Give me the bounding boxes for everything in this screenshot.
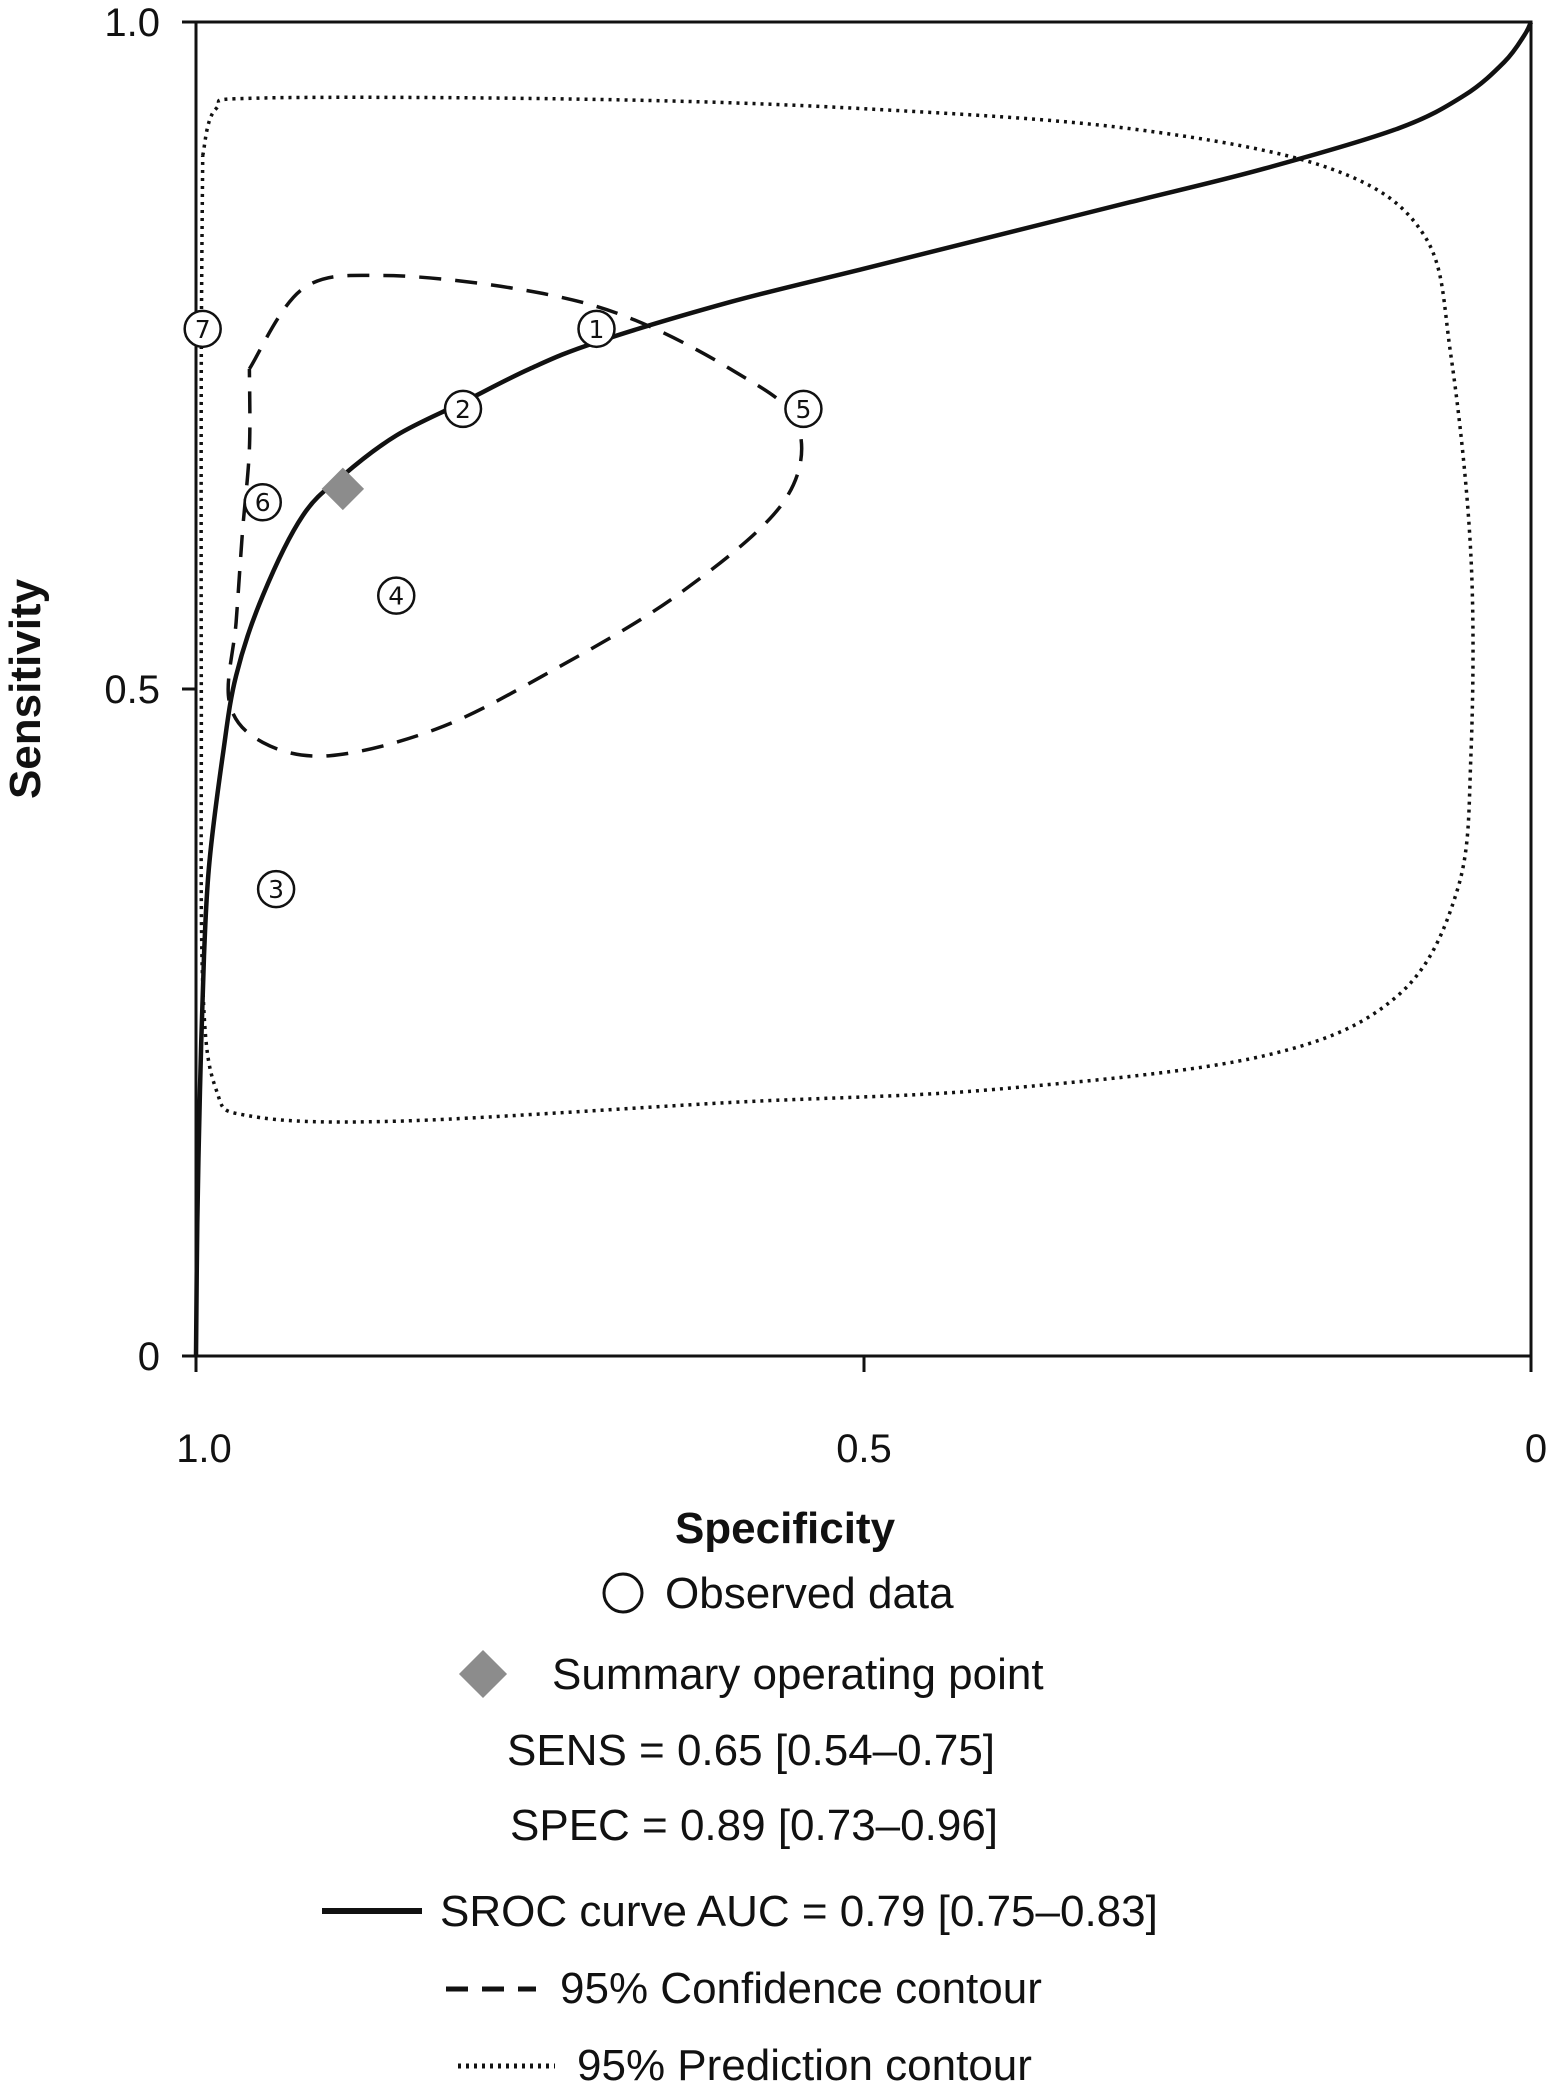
legend-spec-label: SPEC = 0.89 [0.73–0.96] [510, 1801, 998, 1850]
y-tick-label-1.0: 1.0 [104, 1, 160, 45]
observed-point-label: 4 [388, 582, 404, 611]
legend-observed-symbol [602, 1572, 644, 1614]
observed-point-4: 4 [377, 576, 416, 615]
observed-point-7: 7 [183, 309, 222, 349]
observed-point-6: 6 [243, 482, 282, 522]
observed-point-marker [183, 309, 222, 349]
observed-point-label: 3 [268, 875, 284, 904]
observed-points: 1 2 3 4 5 6 7 [183, 309, 823, 909]
y-tick-label-0.5: 0.5 [104, 668, 160, 712]
x-tick-label-0: 0 [1525, 1427, 1547, 1471]
legend-prediction-label: 95% Prediction contour [577, 2041, 1032, 2087]
legend: Observed data Summary operating point SE… [322, 1569, 1158, 2087]
observed-point-3: 3 [256, 869, 296, 909]
observed-point-marker [377, 576, 416, 615]
legend-confidence-label: 95% Confidence contour [560, 1964, 1042, 2013]
legend-summary-symbol [458, 1649, 508, 1699]
observed-point-marker [256, 869, 296, 909]
observed-point-marker [577, 309, 616, 349]
legend-sens-label: SENS = 0.65 [0.54–0.75] [507, 1726, 995, 1775]
observed-point-label: 2 [455, 395, 471, 424]
legend-sroc-label: SROC curve AUC = 0.79 [0.75–0.83] [440, 1887, 1158, 1936]
observed-point-label: 7 [195, 315, 211, 344]
observed-point-label: 6 [255, 488, 271, 517]
observed-point-1: 1 [577, 309, 616, 349]
legend-summary-label: Summary operating point [552, 1650, 1044, 1699]
observed-point-label: 1 [589, 315, 605, 344]
x-axis-title: Specificity [675, 1504, 896, 1553]
observed-point-label: 5 [795, 395, 811, 424]
summary-operating-point [321, 467, 365, 511]
legend-observed-label: Observed data [665, 1569, 954, 1618]
y-tick-label-0: 0 [138, 1335, 160, 1379]
observed-point-marker [443, 389, 483, 429]
plot-area [194, 20, 1533, 1358]
y-axis-title: Sensitivity [1, 578, 50, 799]
observed-point-5: 5 [784, 389, 823, 429]
x-tick-label-1.0: 1.0 [176, 1427, 232, 1471]
sroc-curve [193, 20, 1534, 1357]
x-tick-label-0.5: 0.5 [836, 1427, 892, 1471]
observed-point-2: 2 [443, 389, 483, 429]
observed-point-marker [784, 389, 823, 429]
confidence-contour [226, 273, 804, 758]
observed-point-marker [243, 482, 282, 522]
